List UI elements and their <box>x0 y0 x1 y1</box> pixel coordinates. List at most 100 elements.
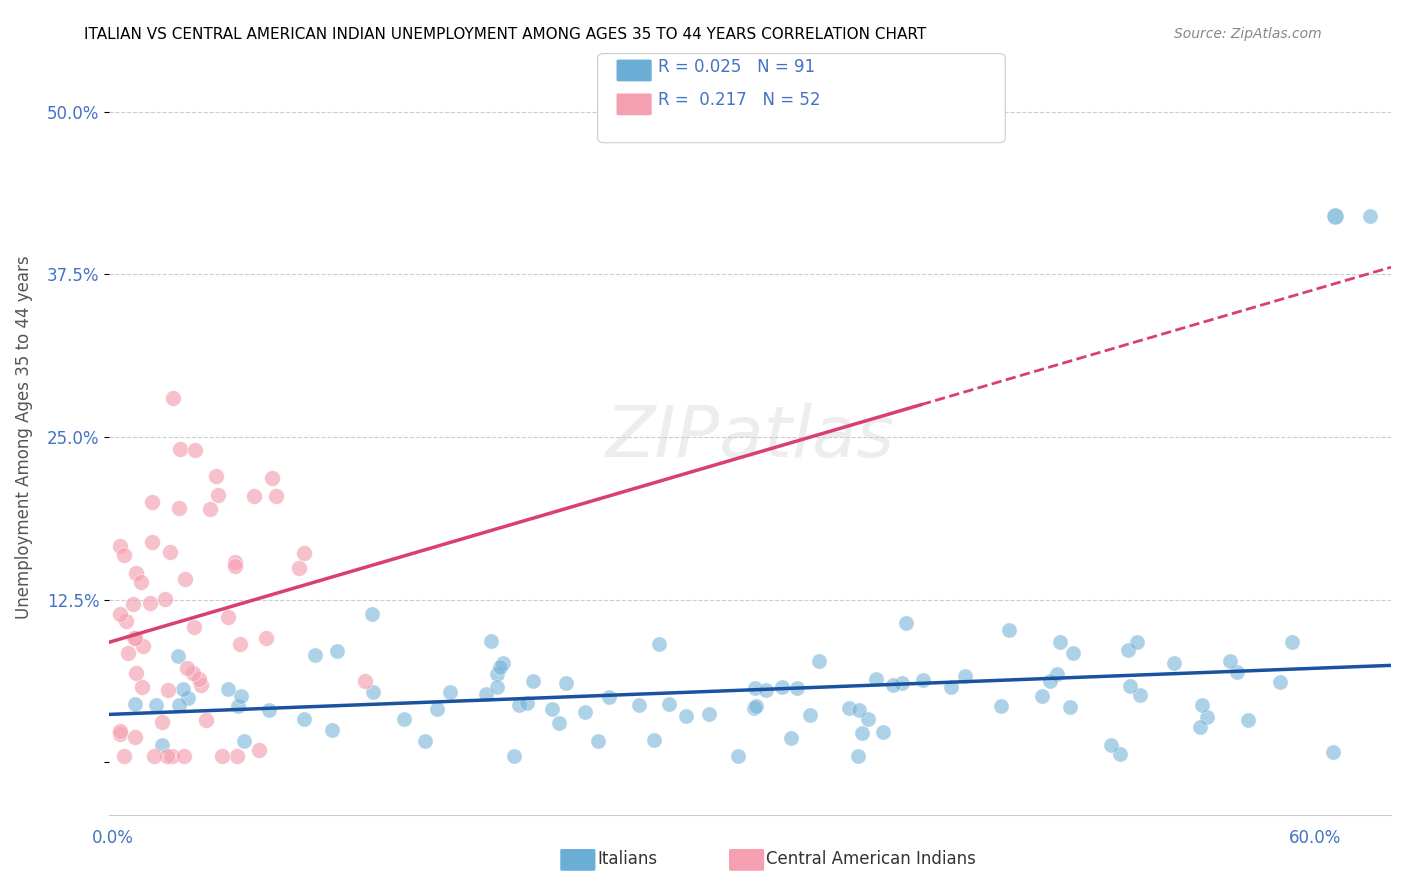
Point <box>541 702 564 716</box>
Text: Source: ZipAtlas.com: Source: ZipAtlas.com <box>1174 27 1322 41</box>
Point <box>167 648 190 663</box>
Point <box>882 678 904 692</box>
Point <box>176 661 198 675</box>
Point <box>183 666 205 681</box>
Text: R =  0.217   N = 52: R = 0.217 N = 52 <box>658 91 821 109</box>
Point <box>588 733 610 747</box>
Point <box>115 614 138 628</box>
Point <box>503 749 526 764</box>
Point <box>1188 720 1211 734</box>
Point <box>1322 745 1344 759</box>
Point <box>1116 643 1139 657</box>
Point <box>941 681 963 695</box>
Point <box>415 734 437 748</box>
Point <box>226 698 249 713</box>
Point <box>117 646 139 660</box>
Point <box>1049 635 1071 649</box>
Point <box>894 615 917 630</box>
Point <box>1038 674 1060 689</box>
Point <box>851 725 873 739</box>
Point <box>198 501 221 516</box>
Point <box>1062 647 1084 661</box>
Point <box>755 682 778 697</box>
Point <box>145 698 167 713</box>
Point <box>112 548 135 562</box>
Point <box>157 682 180 697</box>
Point <box>1195 709 1218 723</box>
Point <box>260 471 283 485</box>
Point <box>856 712 879 726</box>
Point <box>953 669 976 683</box>
Point <box>574 706 596 720</box>
Text: 0.0%: 0.0% <box>91 829 134 847</box>
Point <box>108 607 131 621</box>
Point <box>1031 690 1053 704</box>
Point <box>225 749 247 764</box>
Point <box>1099 738 1122 752</box>
Point <box>129 574 152 589</box>
Point <box>491 657 513 671</box>
Point <box>697 706 720 721</box>
Point <box>744 681 766 695</box>
Point <box>217 609 239 624</box>
Text: ZIPatlas: ZIPatlas <box>606 402 894 472</box>
Point <box>554 676 576 690</box>
Point <box>173 749 195 764</box>
Point <box>1059 700 1081 714</box>
Point <box>247 743 270 757</box>
Point <box>516 696 538 710</box>
Point <box>325 644 347 658</box>
Point <box>190 678 212 692</box>
Point <box>547 716 569 731</box>
Point <box>353 674 375 689</box>
Point <box>998 623 1021 637</box>
Point <box>846 749 869 764</box>
Point <box>125 666 148 681</box>
Point <box>522 673 544 688</box>
Point <box>891 675 914 690</box>
Point <box>139 596 162 610</box>
Point <box>172 681 194 696</box>
Point <box>233 734 256 748</box>
Point <box>1270 675 1292 690</box>
Y-axis label: Unemployment Among Ages 35 to 44 years: Unemployment Among Ages 35 to 44 years <box>15 255 32 619</box>
Text: ITALIAN VS CENTRAL AMERICAN INDIAN UNEMPLOYMENT AMONG AGES 35 TO 44 YEARS CORREL: ITALIAN VS CENTRAL AMERICAN INDIAN UNEMP… <box>84 27 927 42</box>
Point <box>288 561 311 575</box>
Point <box>195 714 218 728</box>
Point <box>188 672 211 686</box>
Point <box>361 685 384 699</box>
Point <box>786 681 808 695</box>
Point <box>224 559 246 574</box>
Point <box>131 680 153 694</box>
Point <box>1046 667 1069 681</box>
Point <box>872 724 894 739</box>
Point <box>124 632 146 646</box>
Point <box>508 698 530 712</box>
Point <box>207 488 229 502</box>
Point <box>770 680 793 694</box>
Point <box>229 637 252 651</box>
Point <box>1163 657 1185 671</box>
Text: Central American Indians: Central American Indians <box>766 850 976 868</box>
Point <box>254 631 277 645</box>
Point <box>1191 698 1213 712</box>
Point <box>167 698 190 713</box>
Point <box>108 726 131 740</box>
Point <box>1109 747 1132 761</box>
Point <box>264 489 287 503</box>
Point <box>1219 654 1241 668</box>
Point <box>648 636 671 650</box>
Point <box>911 673 934 688</box>
Point <box>108 724 131 739</box>
Point <box>808 654 831 668</box>
Point <box>1129 688 1152 702</box>
Point <box>658 698 681 712</box>
Point <box>1119 679 1142 693</box>
Point <box>143 749 166 764</box>
Point <box>321 723 343 737</box>
Point <box>156 749 179 764</box>
Point <box>1226 665 1249 680</box>
Point <box>167 501 190 516</box>
Point <box>780 731 803 745</box>
Point <box>229 689 252 703</box>
